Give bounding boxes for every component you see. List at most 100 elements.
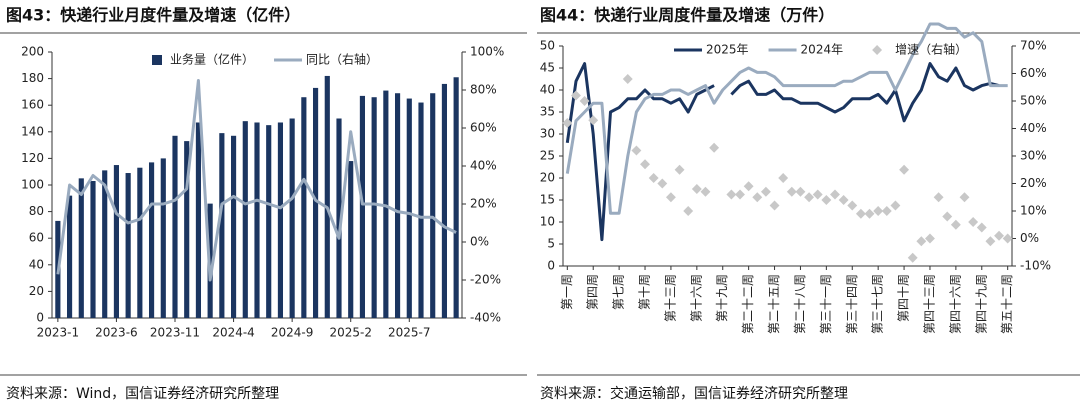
scatter-point [665,192,676,203]
scatter-point [726,189,737,200]
x-tick-label: 第三十七周 [871,274,885,334]
x-tick-label: 第四周 [586,274,600,310]
chart-title: 图43：快递行业月度件量及增速（亿件） [6,6,300,25]
y-tick-label: 140 [21,124,44,138]
y-tick-label: 100 [21,178,44,192]
x-tick-label: 第二十二周 [741,274,755,334]
bar [66,195,73,318]
y-tick-label: 60 [29,231,44,245]
legend-label: 业务量（亿件） [170,52,254,67]
bar [148,162,155,318]
scatter-point [976,222,987,233]
scatter-point [683,206,694,216]
x-tick-label: 第五十二周 [1000,274,1014,334]
scatter-point [588,115,599,126]
x-tick-label: 第七周 [612,274,626,310]
y2-tick-label: 60% [470,121,497,135]
scatter-point [916,236,927,247]
x-tick-label: 第四十周 [897,274,911,322]
bar [102,170,108,318]
legend-swatch [152,55,162,65]
scatter-point [743,181,754,192]
x-tick-label: 第三十一周 [819,274,833,334]
scatter-point [838,195,849,205]
x-tick-label: 第四十六周 [948,274,962,334]
x-tick-label: 第四十三周 [922,274,936,334]
bar [348,161,354,318]
scatter-point [812,189,823,200]
scatter-point [631,145,642,156]
scatter-point [881,206,892,216]
y2-tick-label: 30% [1020,149,1047,163]
bar [289,118,295,318]
y-tick-label: 30 [540,127,555,141]
x-tick-label: 2023-6 [95,326,138,340]
x-tick-label: 第十三周 [663,274,677,322]
scatter-point [925,233,935,244]
bar [277,122,284,319]
scatter-point [821,195,832,205]
y2-tick-label: 10% [1020,204,1047,218]
x-tick-label: 2023-11 [150,326,200,340]
scatter-point [657,178,668,189]
bar [301,97,307,318]
scatter-point [942,211,953,222]
bar [219,133,225,318]
scatter-point [571,90,581,101]
y2-tick-label: 80% [470,83,497,97]
bar [394,93,401,318]
chart-title: 图44：快递行业周度件量及增速（万件） [540,6,834,25]
y2-tick-label: 50% [1020,94,1047,108]
y-tick-label: 20 [540,171,555,185]
scatter-point [830,189,840,200]
y-tick-label: 15 [540,193,555,207]
scatter-point [804,192,815,203]
y-tick-label: 80 [29,204,44,218]
y2-tick-label: -10% [1020,259,1051,273]
scatter-point [778,173,789,183]
scatter-point [795,186,806,197]
bar [184,141,190,318]
scatter-point [760,186,771,197]
y-tick-label: 200 [21,45,44,59]
y-tick-label: 180 [21,71,44,85]
legend-label: 2024年 [801,43,844,57]
x-tick-label: 第十周 [638,274,652,310]
scatter-point [579,96,590,106]
legend-label: 2025年 [706,43,749,57]
scatter-point [847,200,858,211]
source-note: 资料来源：交通运输部，国信证券经济研究所整理 [540,385,848,402]
scatter-point [769,200,780,211]
line-series [56,79,457,282]
y2-tick-label: 40% [1020,121,1047,135]
y-tick-label: 120 [21,151,44,165]
scatter-point [994,230,1004,241]
scatter-point [959,192,970,203]
bar [453,77,459,319]
x-tick-label: 2023-1 [37,326,80,340]
bar [137,167,143,318]
scatter-point [933,192,944,203]
scatter-point [640,159,650,170]
scatter-point [709,142,720,153]
bar [441,83,448,318]
x-tick-label: 第十六周 [689,274,703,322]
y-tick-label: 20 [29,284,44,298]
bar [254,122,260,319]
scatter-point [907,252,918,263]
source-note: 资料来源：Wind，国信证券经济研究所整理 [6,386,279,402]
bar [383,90,389,318]
y-tick-label: 40 [540,83,555,97]
y2-tick-label: 60% [1020,66,1047,80]
y2-tick-label: 0% [1020,231,1039,245]
scatter-point [622,74,633,84]
bar [312,87,319,318]
x-tick-label: 第一周 [560,274,574,310]
scatter-point [899,164,910,175]
y2-tick-label: 100% [470,45,504,59]
scatter-point [700,186,711,197]
legend-label: 增速（右轴） [895,42,967,57]
legend-label: 同比（右轴） [306,52,378,67]
x-tick-label: 第二十五周 [767,274,781,334]
